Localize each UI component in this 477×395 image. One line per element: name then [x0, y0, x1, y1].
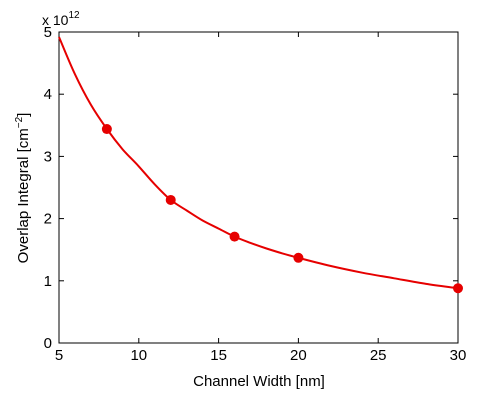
data-point [453, 283, 463, 294]
y-tick-label: 1 [44, 273, 52, 290]
y-multiplier-exponent: 12 [68, 10, 80, 21]
x-tick-label: 30 [450, 347, 467, 364]
y-axis-label-sup: −2 [14, 116, 25, 128]
y-axis-label: Overlap Integral [cm−2] [14, 113, 32, 264]
y-tick-label: 5 [44, 24, 52, 41]
y-tick-label: 3 [44, 148, 52, 165]
points-layer [101, 124, 463, 294]
x-axis-label: Channel Width [nm] [193, 373, 325, 390]
y-axis-label-close: ] [15, 113, 32, 117]
x-tick-label: 20 [290, 347, 307, 364]
y-tick-label: 4 [44, 86, 52, 103]
x-tick-label: 25 [370, 347, 387, 364]
y-axis-multiplier: x 1012 [42, 10, 80, 28]
x-tick-label: 15 [210, 347, 227, 364]
data-point [101, 124, 112, 135]
y-tick-label: 2 [44, 211, 52, 228]
x-tick-label: 5 [55, 347, 63, 364]
y-tick-label: 0 [44, 335, 52, 352]
ticks-layer: 5 10 15 20 25 30 0 1 2 3 4 5 [44, 24, 467, 364]
plot-area [58, 31, 459, 344]
data-point [229, 231, 240, 242]
y-axis-label-main: Overlap Integral [cm [15, 128, 32, 263]
data-point [293, 252, 304, 263]
data-point [165, 194, 176, 205]
fit-curve-line [58, 36, 459, 290]
y-multiplier-base: x 10 [42, 12, 69, 28]
x-tick-label: 10 [130, 347, 147, 364]
curve-layer [58, 36, 459, 290]
